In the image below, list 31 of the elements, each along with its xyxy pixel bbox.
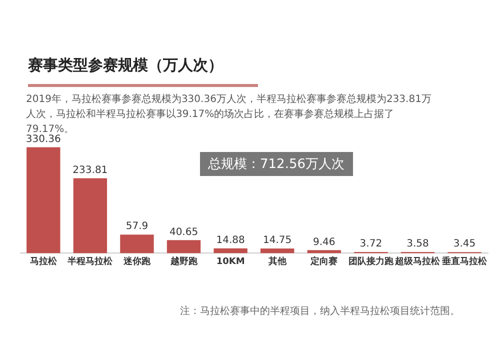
chart-subtitle: 2019年，马拉松赛事参赛总规模为330.36万人次，半程马拉松赛事参赛总规模为233.81万人次，马拉松和半程马拉松赛事以39.17%的场次占比，在赛事参赛总规模上占据了79.17%。 bbox=[26, 92, 432, 135]
data-label: 9.46 bbox=[313, 236, 336, 248]
bar bbox=[120, 234, 154, 254]
data-label: 3.72 bbox=[360, 238, 382, 250]
data-label: 40.65 bbox=[169, 226, 198, 238]
x-tick-label: 垂直马拉松 bbox=[441, 256, 488, 267]
data-label: 14.88 bbox=[216, 235, 245, 246]
bar bbox=[166, 240, 201, 254]
x-tick-label: 其他 bbox=[267, 256, 288, 267]
data-label: 330.36 bbox=[26, 134, 61, 145]
data-label: 233.81 bbox=[72, 164, 108, 176]
text: 注：马拉松赛事中的半程项目，纳入半程马拉松项目统计范围。 bbox=[180, 304, 460, 318]
data-label: 3.45 bbox=[453, 238, 476, 250]
bar bbox=[73, 178, 108, 254]
x-tick-label: 越野跑 bbox=[169, 256, 198, 267]
chart-title: 赛事类型参赛规模（万人次） bbox=[28, 56, 223, 75]
x-tick-label: 团队接力跑 bbox=[348, 256, 394, 267]
annotation: 总规模：712.56万人次 bbox=[200, 152, 352, 176]
x-tick-label: 迷你跑 bbox=[122, 256, 152, 267]
data-label: 3.58 bbox=[406, 238, 429, 250]
bar bbox=[214, 248, 248, 254]
x-tick-label: 超级马拉松 bbox=[394, 256, 442, 267]
data-label: 14.75 bbox=[263, 235, 292, 246]
x-tick-label: 10KM bbox=[216, 256, 245, 267]
bar bbox=[26, 147, 60, 254]
x-tick-label: 半程马拉松 bbox=[66, 256, 114, 267]
data-label: 57.9 bbox=[126, 221, 148, 232]
x-tick-label: 定向赛 bbox=[310, 256, 338, 267]
bar bbox=[307, 250, 341, 254]
bar bbox=[260, 248, 294, 254]
x-tick-label: 马拉松 bbox=[30, 256, 58, 267]
